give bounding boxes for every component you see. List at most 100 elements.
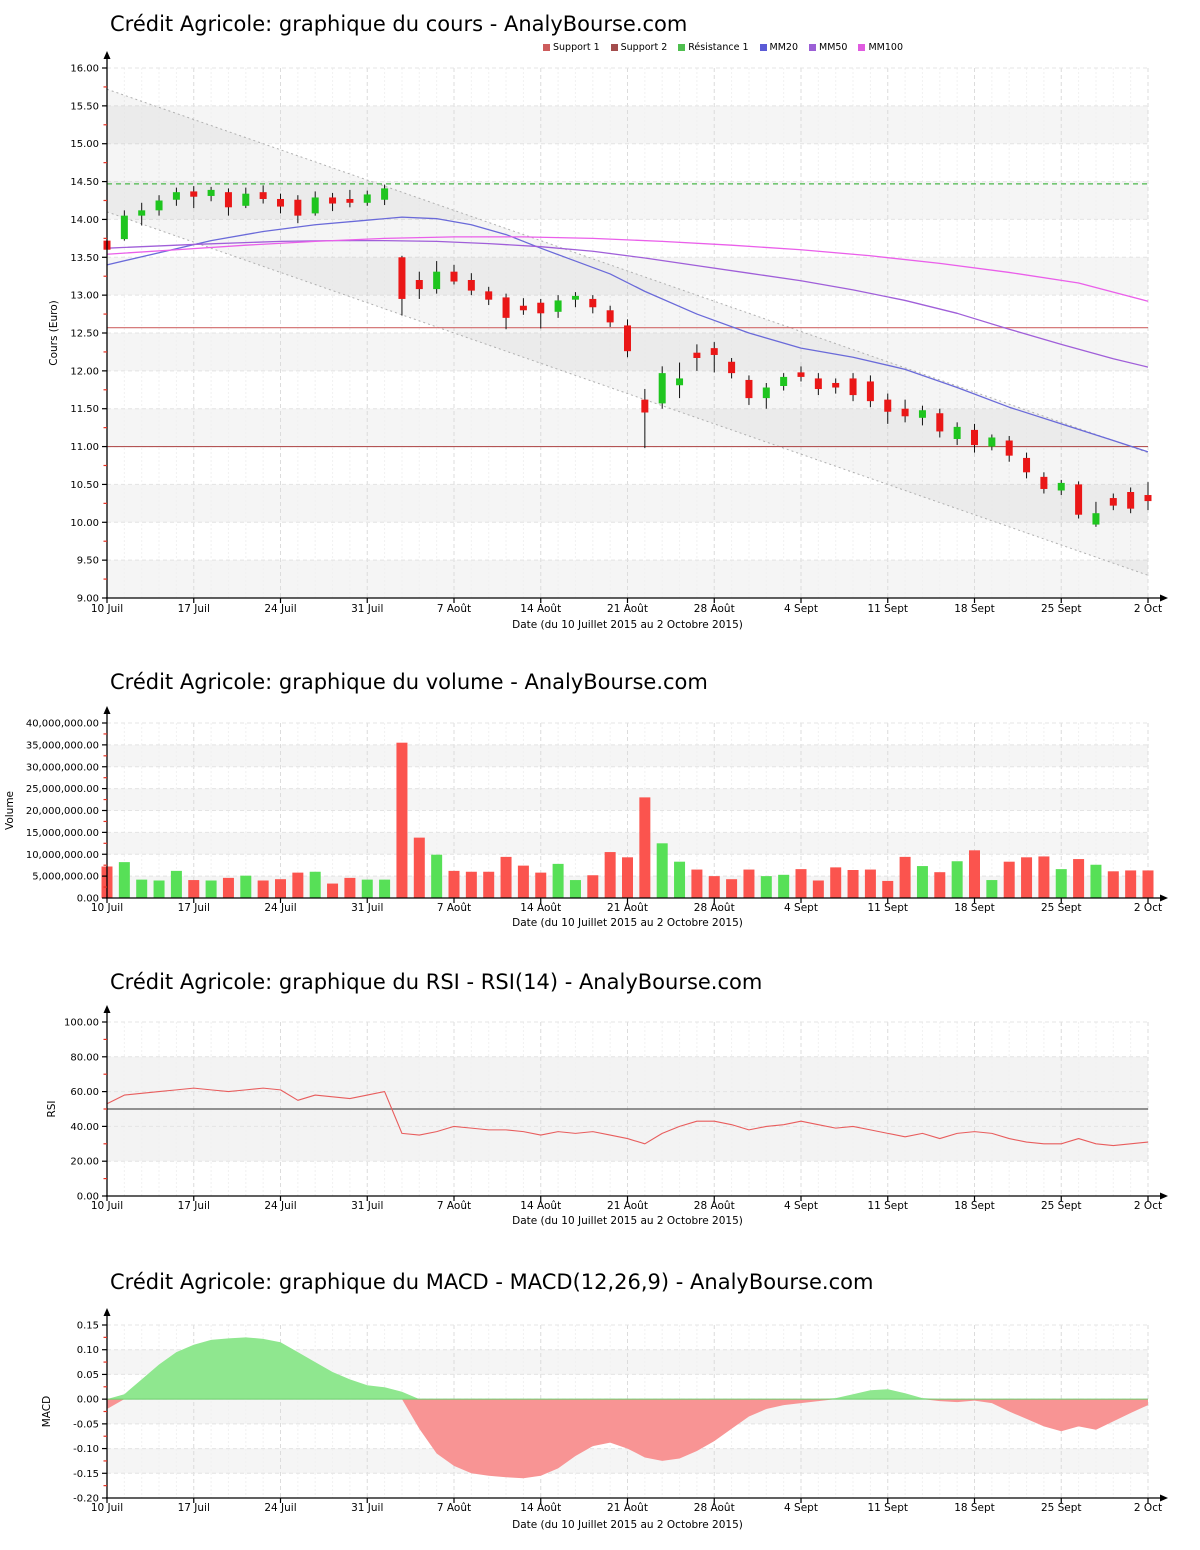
svg-text:2 Oct: 2 Oct xyxy=(1134,1200,1162,1212)
volume-y-axis-label: Volume xyxy=(4,791,16,830)
legend-item-mm50: MM50 xyxy=(809,42,847,53)
svg-text:-0.05: -0.05 xyxy=(73,1419,99,1430)
svg-text:25 Sept: 25 Sept xyxy=(1041,1502,1082,1514)
x-axis-arrow xyxy=(1160,894,1168,902)
legend-item-mm20: MM20 xyxy=(759,42,798,53)
svg-text:10 Juil: 10 Juil xyxy=(91,902,123,914)
volume-bar xyxy=(431,854,443,898)
volume-bar xyxy=(396,742,408,898)
candle-body xyxy=(953,426,961,439)
svg-text:10 Juil: 10 Juil xyxy=(91,1502,123,1514)
volume-bar xyxy=(587,875,599,898)
candle-body xyxy=(849,378,857,396)
svg-text:0.10: 0.10 xyxy=(77,1345,99,1356)
candle-body xyxy=(971,429,978,446)
svg-text:24 Juil: 24 Juil xyxy=(264,902,296,914)
candles-layer xyxy=(103,184,1152,527)
candle-body xyxy=(1109,498,1117,506)
svg-text:18 Sept: 18 Sept xyxy=(954,1200,995,1212)
candle-body xyxy=(710,348,718,355)
volume-bar xyxy=(379,879,391,898)
candle-body xyxy=(884,399,892,412)
candle-body xyxy=(554,300,562,312)
volume-bar xyxy=(222,877,234,898)
svg-text:13.00: 13.00 xyxy=(70,291,99,302)
svg-text:14 Août: 14 Août xyxy=(520,902,561,914)
volume-bar xyxy=(517,865,529,898)
candle-body xyxy=(624,325,631,352)
svg-text:21 Août: 21 Août xyxy=(607,603,648,615)
legend-label: MM100 xyxy=(868,42,904,53)
legend-swatch xyxy=(858,44,866,51)
volume-bar xyxy=(604,852,616,898)
candle-body xyxy=(155,200,163,211)
legend-item-r-sistance-1: Résistance 1 xyxy=(678,42,749,53)
candle-body xyxy=(641,399,649,413)
candle-body xyxy=(277,198,284,207)
svg-text:4 Sept: 4 Sept xyxy=(784,1200,818,1212)
svg-text:17 Juil: 17 Juil xyxy=(178,902,210,914)
svg-text:4 Sept: 4 Sept xyxy=(784,902,818,914)
svg-text:31 Juil: 31 Juil xyxy=(351,1200,383,1212)
volume-bar xyxy=(1142,870,1154,898)
svg-text:7 Août: 7 Août xyxy=(437,1200,471,1212)
svg-text:0.00: 0.00 xyxy=(77,894,99,905)
candle-body xyxy=(485,291,493,300)
svg-text:25 Sept: 25 Sept xyxy=(1041,902,1082,914)
rsi-y-axis-label: RSI xyxy=(46,1100,58,1117)
volume-bar xyxy=(708,876,720,898)
volume-bar xyxy=(1038,856,1050,898)
volume-bar xyxy=(500,856,512,898)
svg-text:20.00: 20.00 xyxy=(70,1157,99,1168)
legend-swatch xyxy=(759,44,767,51)
volume-bar xyxy=(292,872,304,898)
candle-body xyxy=(450,271,458,282)
volume-bar xyxy=(448,870,460,898)
volume-bar xyxy=(240,875,252,898)
candle-body xyxy=(467,280,475,291)
volume-bar xyxy=(760,876,772,898)
svg-text:30,000,000.00: 30,000,000.00 xyxy=(26,762,99,773)
legend-label: Résistance 1 xyxy=(688,42,749,53)
candle-body xyxy=(346,198,354,203)
macd-positive-area xyxy=(107,1337,1148,1400)
candle-body xyxy=(1092,513,1100,525)
svg-text:10.50: 10.50 xyxy=(70,480,99,491)
legend-label: MM20 xyxy=(769,42,798,53)
svg-text:10,000,000.00: 10,000,000.00 xyxy=(26,850,99,861)
volume-bar xyxy=(622,857,633,898)
candle-body xyxy=(519,305,527,311)
volume-bar xyxy=(674,861,686,898)
volume-bar xyxy=(812,880,824,898)
svg-text:12.50: 12.50 xyxy=(70,329,99,340)
price-y-axis-label: Cours (Euro) xyxy=(48,300,60,366)
svg-text:9.50: 9.50 xyxy=(77,556,99,567)
volume-bar xyxy=(951,861,963,898)
volume-bar xyxy=(535,872,547,898)
price-chart-canvas: 16.00 15.50 15.00 14.50 14.00 13.50 13.00 12.50… xyxy=(48,51,1168,631)
svg-text:28 Août: 28 Août xyxy=(694,1502,735,1514)
legend-swatch xyxy=(809,44,816,51)
svg-text:18 Sept: 18 Sept xyxy=(954,603,995,615)
candle-body xyxy=(1127,492,1135,509)
candle-body xyxy=(381,188,389,200)
svg-text:28 Août: 28 Août xyxy=(694,1200,735,1212)
macd-chart-title: Crédit Agricole: graphique du MACD - MAC… xyxy=(110,1270,874,1294)
candle-body xyxy=(1075,484,1083,515)
legend-item-support-2: Support 2 xyxy=(610,42,667,53)
candle-body xyxy=(190,191,198,197)
candle-body xyxy=(676,378,684,386)
legend-swatch xyxy=(610,44,618,51)
candle-body xyxy=(502,297,510,318)
svg-text:80.00: 80.00 xyxy=(70,1052,99,1063)
x-axis-arrow xyxy=(1160,1192,1168,1200)
candle-body xyxy=(988,437,996,447)
price-axes: 16.00 15.50 15.00 14.50 14.00 13.50 13.00 12.50… xyxy=(48,51,1168,631)
svg-text:21 Août: 21 Août xyxy=(607,1200,648,1212)
x-axis-arrow xyxy=(1160,594,1168,602)
candle-body xyxy=(1040,476,1048,489)
svg-text:2 Oct: 2 Oct xyxy=(1134,902,1162,914)
